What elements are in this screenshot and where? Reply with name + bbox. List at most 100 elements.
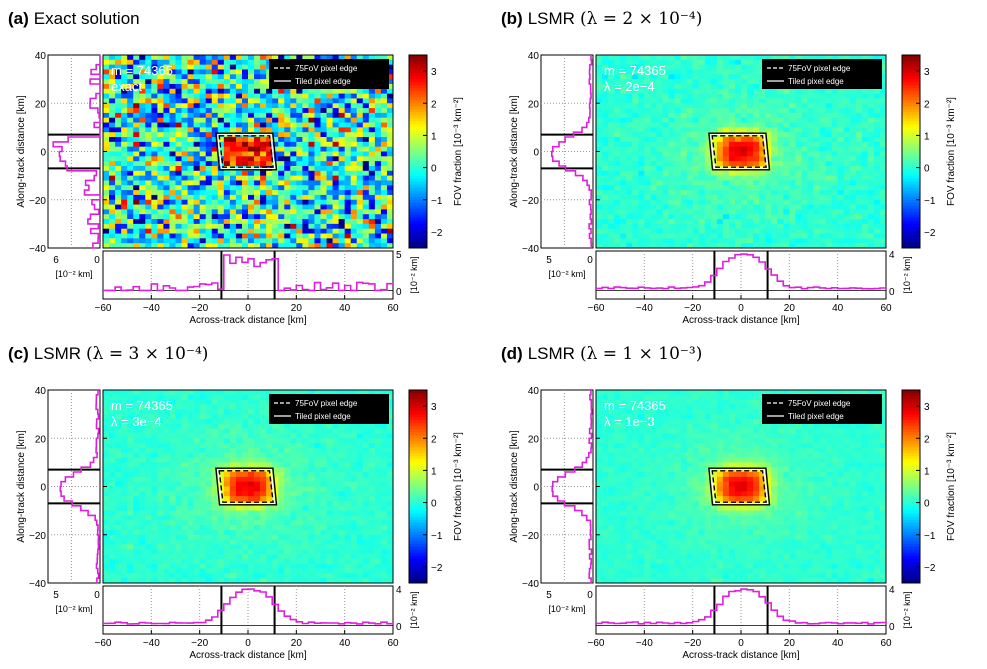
heatmap-cell (308, 238, 315, 244)
heatmap-cell (662, 238, 669, 244)
heatmap-cell (296, 233, 303, 239)
heatmap-cell (620, 122, 627, 128)
heatmap-cell (157, 423, 164, 430)
heatmap-cell (861, 127, 869, 133)
heatmap-cell (169, 390, 176, 396)
heatmap-cell (338, 204, 346, 210)
heatmap-cell (205, 93, 213, 99)
heatmap-cell (801, 199, 808, 205)
heatmap-cell (759, 141, 766, 148)
heatmap-cell (849, 141, 857, 148)
heatmap-cell (308, 214, 315, 220)
heatmap-cell (205, 161, 213, 167)
heatmap-cell (734, 223, 742, 230)
heatmap-cell (121, 108, 128, 114)
heatmap-cell (338, 190, 346, 196)
heatmap-cell (254, 399, 261, 405)
heatmap-cell (849, 122, 857, 128)
heatmap-cell (344, 238, 352, 244)
heatmap-cell (284, 141, 291, 148)
heatmap-cell (789, 194, 796, 201)
heatmap-cell (290, 433, 297, 439)
colorbar-step (409, 208, 427, 213)
heatmap-cell (115, 209, 122, 215)
heatmap-cell (698, 151, 706, 157)
heatmap-cell (632, 127, 639, 133)
heatmap-cell (139, 146, 146, 152)
heatmap-cell (103, 433, 110, 439)
heatmap-cell (710, 108, 718, 114)
heatmap-cell (272, 175, 279, 181)
heatmap-cell (199, 98, 207, 104)
heatmap-cell (626, 69, 633, 75)
heatmap-cell (620, 83, 627, 90)
heatmap-cell (217, 404, 225, 410)
heatmap-cell (302, 127, 309, 133)
heatmap-cell (326, 472, 333, 478)
heatmap-cell (181, 394, 188, 401)
heatmap-cell (356, 88, 364, 95)
heatmap-cell (211, 156, 219, 162)
heatmap-cell (326, 204, 333, 210)
heatmap-cell (626, 112, 633, 119)
heatmap-cell (602, 93, 609, 99)
heatmap-cell (608, 228, 615, 234)
heatmap-cell (716, 175, 724, 181)
heatmap-cell (710, 69, 718, 75)
heatmap-cell (229, 438, 237, 444)
heatmap-cell (771, 112, 778, 119)
heatmap-cell (777, 190, 784, 196)
heatmap-cell (728, 127, 736, 133)
heatmap-cell (819, 98, 826, 104)
heatmap-cell (139, 467, 146, 473)
heatmap-cell (386, 443, 394, 449)
heatmap-cell (668, 64, 675, 70)
heatmap-cell (626, 233, 633, 239)
heatmap-cell (127, 190, 134, 196)
heatmap-cell (223, 409, 231, 415)
heatmap-cell (115, 418, 122, 425)
heatmap-cell (855, 88, 863, 95)
heatmap-cell (169, 194, 176, 201)
heatmap-cell (668, 59, 675, 66)
heatmap-cell (813, 137, 820, 143)
heatmap-cell (380, 438, 388, 444)
heatmap-cell (602, 132, 609, 138)
heatmap-cell (698, 223, 706, 230)
heatmap-cell (819, 151, 826, 157)
heatmap-cell (308, 108, 315, 114)
heatmap-cell (747, 194, 754, 201)
heatmap-cell (855, 204, 863, 210)
heatmap-cell (680, 199, 688, 205)
heatmap-cell (386, 103, 394, 109)
heatmap-cell (626, 64, 633, 70)
heatmap-cell (765, 122, 772, 128)
heatmap-cell (290, 151, 297, 157)
heatmap-cell (710, 64, 718, 70)
heatmap-cell (861, 219, 869, 225)
heatmap-cell (644, 228, 651, 234)
heatmap-cell (272, 238, 279, 244)
heatmap-cell (241, 161, 249, 167)
heatmap-cell (211, 467, 219, 473)
heatmap-cell (254, 428, 261, 434)
heatmap-cell (728, 103, 736, 109)
heatmap-cell (205, 55, 213, 61)
heatmap-cell (205, 103, 213, 109)
heatmap-cell (368, 151, 376, 157)
heatmap-cell (278, 423, 285, 430)
heatmap-cell (133, 55, 140, 61)
heatmap-cell (248, 180, 255, 186)
heatmap-cell (284, 156, 291, 162)
heatmap-cell (879, 209, 887, 215)
heatmap-cell (350, 122, 358, 128)
heatmap-cell (632, 204, 639, 210)
heatmap-cell (807, 165, 814, 172)
heatmap-cell (680, 69, 688, 75)
heatmap-cell (187, 170, 195, 177)
heatmap-cell (127, 165, 134, 172)
heatmap-cell (145, 438, 152, 444)
heatmap-cell (235, 69, 243, 75)
heatmap-cell (223, 83, 231, 90)
heatmap-cell (626, 151, 633, 157)
